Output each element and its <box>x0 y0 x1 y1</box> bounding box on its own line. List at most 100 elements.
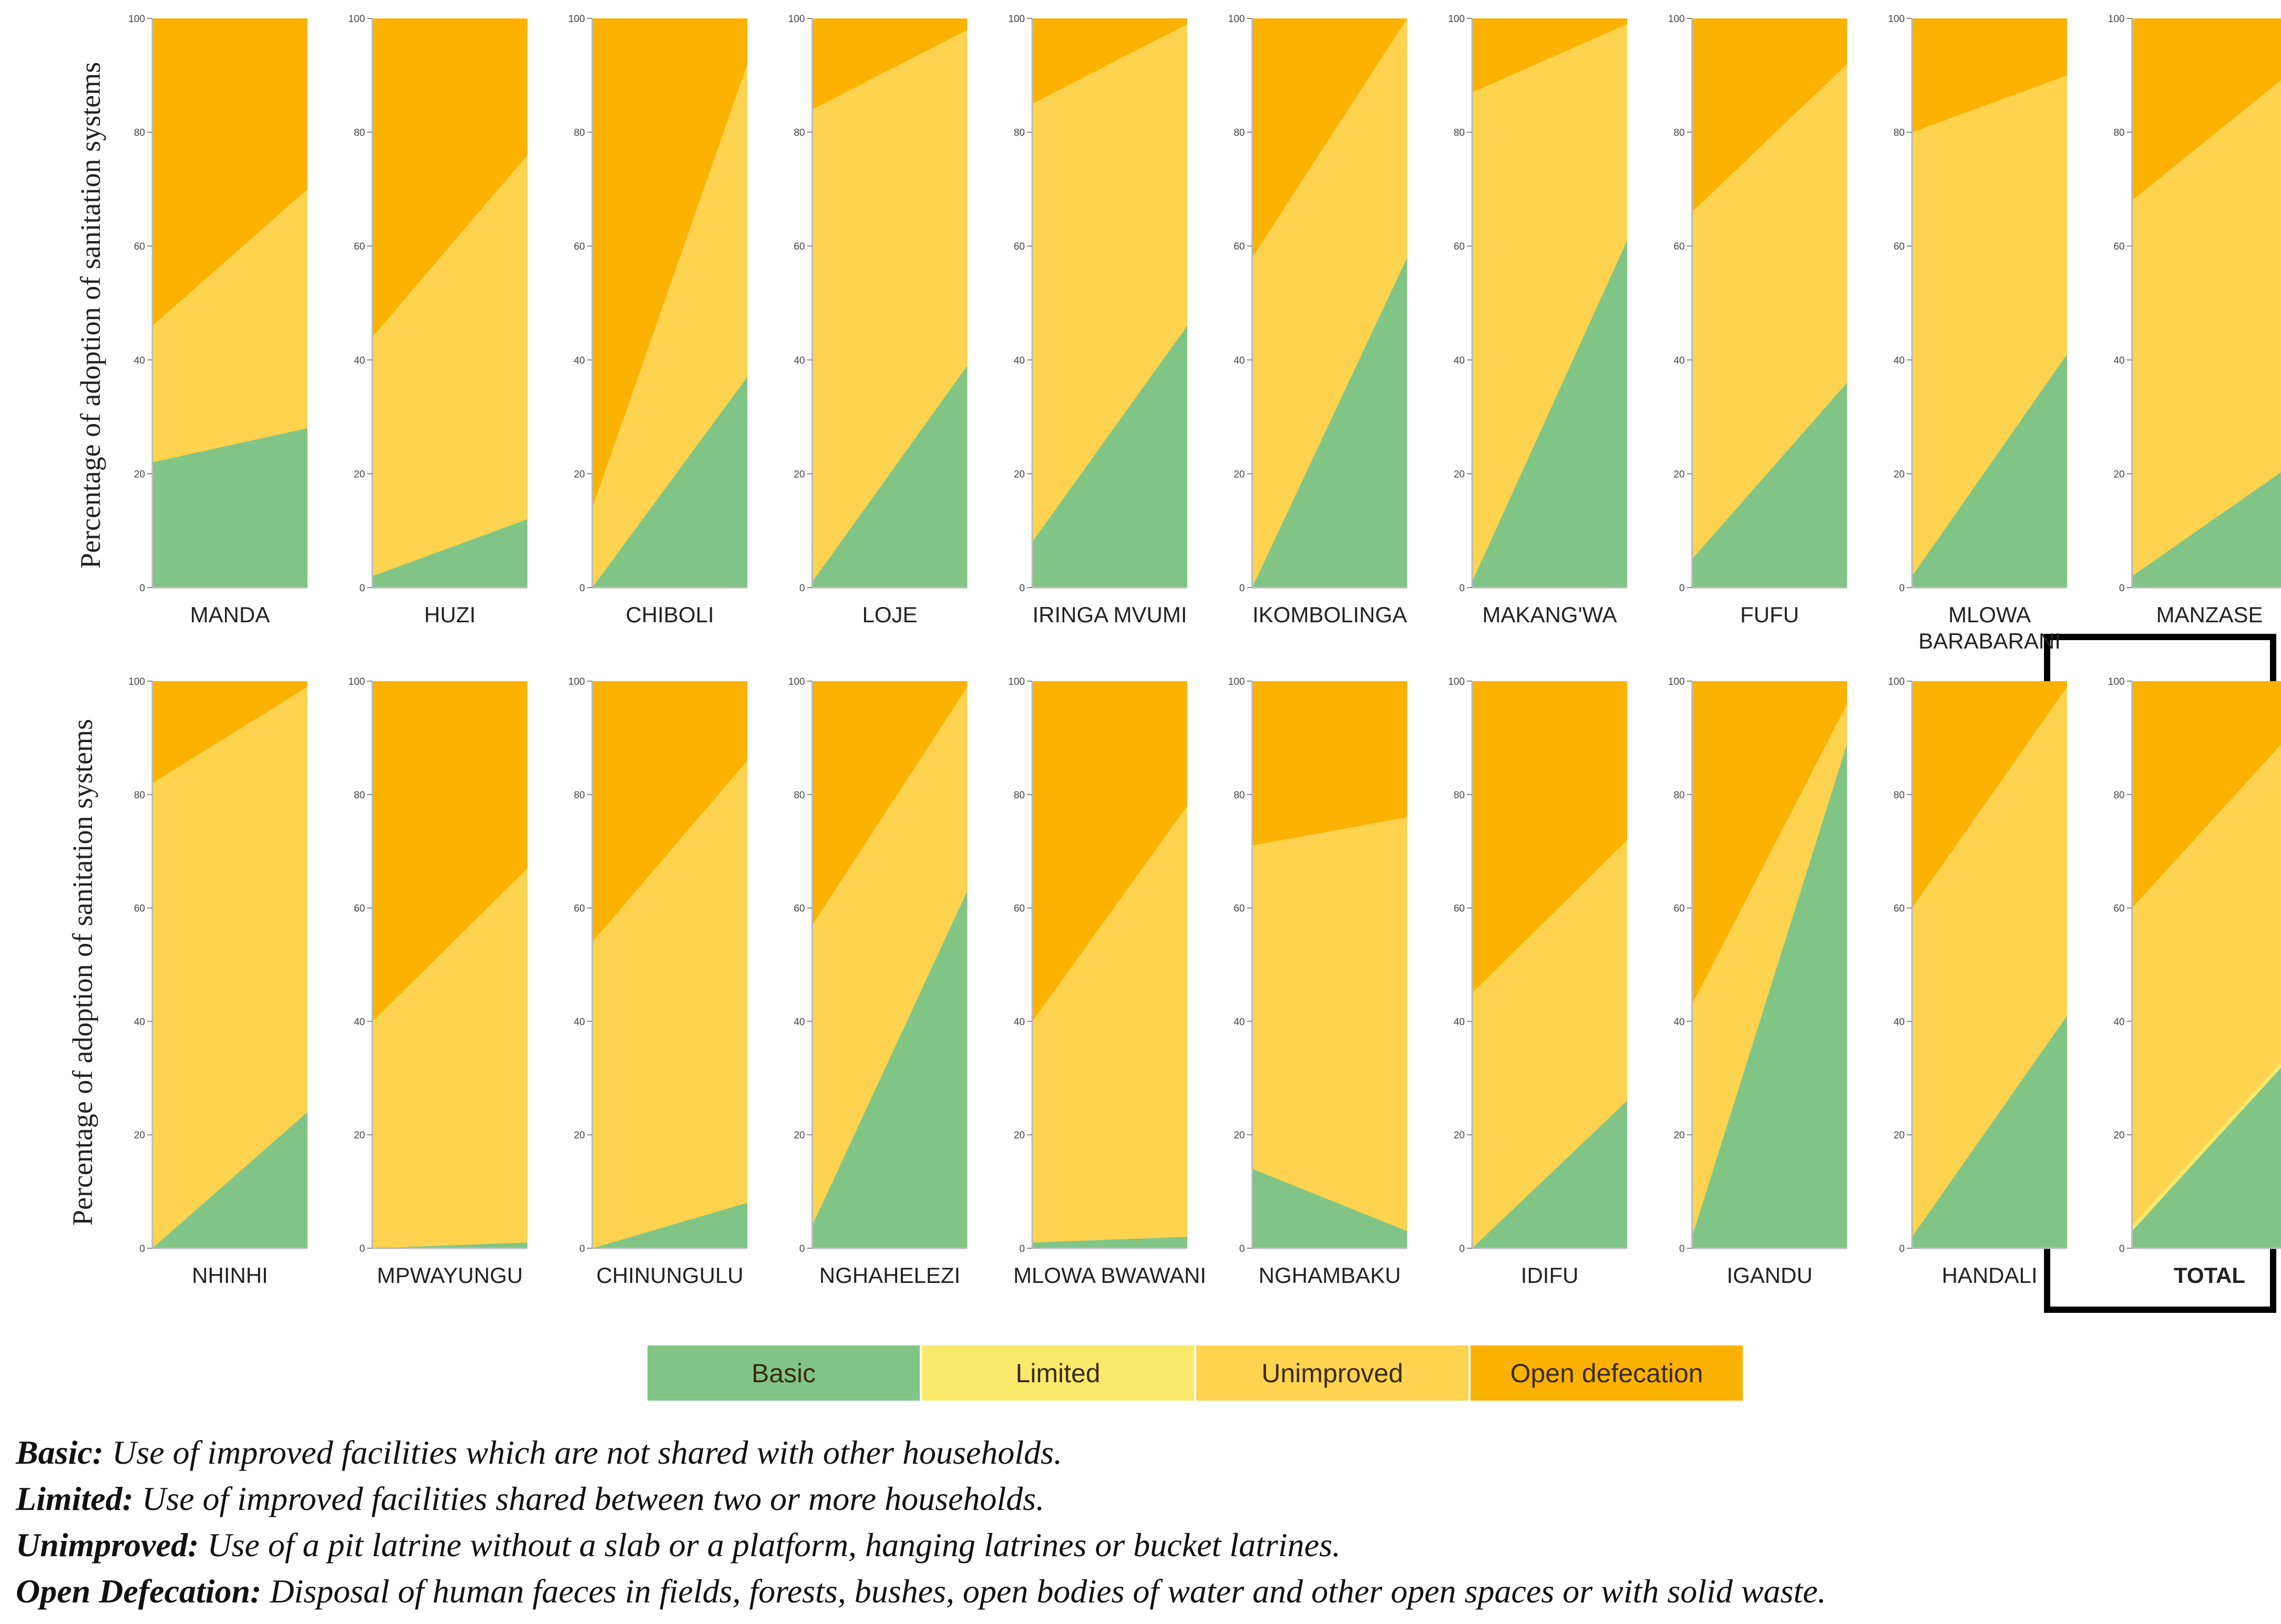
panel-label: MANDA <box>190 602 270 627</box>
y-tick-label: 0 <box>1239 583 1245 594</box>
y-tick-label: 20 <box>134 1130 145 1141</box>
y-tick-label: 100 <box>2108 676 2125 687</box>
definition-text: Use of a pit latrine without a slab or a… <box>199 1526 1341 1564</box>
panel: 0 20 40 60 80 100 TOTAL <box>2108 676 2281 1288</box>
area-basic <box>1472 1101 1627 1248</box>
definition-term: Limited: <box>16 1480 133 1517</box>
area-unimproved <box>1252 817 1407 1248</box>
y-tick-label: 100 <box>1228 14 1245 25</box>
y-axis-label-row-1: Percentage of adoption of sanitation sys… <box>75 62 106 569</box>
area-unimproved <box>2132 80 2281 588</box>
panel: 0 20 40 60 80 100 MANDA <box>128 14 307 627</box>
panel-label: NGHAHELEZI <box>819 1263 960 1288</box>
y-tick-label: 20 <box>354 469 365 480</box>
y-tick-label: 0 <box>1679 583 1685 594</box>
y-tick-label: 100 <box>348 14 365 25</box>
y-tick-label: 20 <box>1673 1130 1684 1141</box>
definition-open-defecation: Open Defecation: Disposal of human faece… <box>16 1568 2265 1615</box>
y-tick-label: 60 <box>1894 241 1905 252</box>
y-tick-label: 40 <box>1234 355 1245 366</box>
panel-label: MAKANG'WA <box>1482 602 1617 627</box>
y-tick-label: 40 <box>354 355 365 366</box>
y-tick-label: 40 <box>1234 1016 1245 1027</box>
area-basic <box>1252 1168 1407 1248</box>
y-tick-label: 60 <box>134 241 145 252</box>
panel: 0 20 40 60 80 100 MANZASE <box>2108 14 2281 627</box>
panels-group: 0 20 40 60 80 100 MANDA 0 20 40 60 80 100 HUZI 0 20 40 60… <box>128 14 2281 1288</box>
y-tick-label: 0 <box>359 583 365 594</box>
panel-label: MLOWA BWAWANI <box>1013 1263 1206 1288</box>
y-tick-label: 20 <box>1454 469 1465 480</box>
y-tick-label: 20 <box>1894 1130 1905 1141</box>
panel-label: HUZI <box>424 602 476 627</box>
y-tick-label: 20 <box>794 1130 805 1141</box>
y-tick-label: 80 <box>574 790 585 801</box>
panel: 0 20 40 60 80 100 HANDALI <box>1888 676 2067 1288</box>
y-tick-label: 40 <box>134 355 145 366</box>
y-tick-label: 100 <box>1008 14 1025 25</box>
definition-limited: Limited: Use of improved facilities shar… <box>16 1476 2265 1522</box>
y-axis-label-row-2: Percentage of adoption of sanitation sys… <box>67 719 98 1226</box>
y-tick-label: 20 <box>1673 469 1684 480</box>
y-tick-label: 80 <box>1673 128 1684 139</box>
y-tick-label: 40 <box>1894 1016 1905 1027</box>
panel: 0 20 40 60 80 100 IGANDU <box>1668 676 1847 1288</box>
area-basic <box>1252 257 1407 588</box>
y-tick-label: 60 <box>1014 241 1025 252</box>
panel-label: IDIFU <box>1521 1263 1579 1288</box>
y-tick-label: 40 <box>1454 1016 1465 1027</box>
y-tick-label: 60 <box>2113 241 2124 252</box>
y-tick-label: 80 <box>794 128 805 139</box>
definition-text: Use of improved facilities shared betwee… <box>133 1480 1045 1517</box>
definition-term: Open Defecation: <box>16 1572 262 1610</box>
y-tick-label: 20 <box>1234 469 1245 480</box>
y-tick-label: 100 <box>128 14 145 25</box>
y-tick-label: 40 <box>1014 1016 1025 1027</box>
y-tick-label: 60 <box>1894 903 1905 914</box>
area-unimproved <box>372 868 528 1248</box>
y-tick-label: 0 <box>1019 583 1025 594</box>
y-tick-label: 20 <box>794 469 805 480</box>
y-tick-label: 0 <box>139 1243 145 1255</box>
y-tick-label: 100 <box>1668 676 1685 687</box>
panel: 0 20 40 60 80 100 NGHAHELEZI <box>788 676 968 1288</box>
y-tick-label: 40 <box>1673 355 1684 366</box>
y-tick-label: 80 <box>1454 128 1465 139</box>
y-tick-label: 40 <box>794 355 805 366</box>
y-tick-label: 0 <box>359 1243 365 1255</box>
definitions: Basic: Use of improved facilities which … <box>16 1430 2265 1615</box>
y-tick-label: 20 <box>2113 1130 2124 1141</box>
area-basic <box>2132 472 2281 588</box>
panel-label: MLOWA <box>1948 602 2031 627</box>
y-tick-label: 80 <box>134 128 145 139</box>
y-tick-label: 0 <box>1459 583 1465 594</box>
y-tick-label: 60 <box>1014 903 1025 914</box>
area-basic <box>372 519 528 588</box>
panel-label: CHINUNGULU <box>596 1263 743 1288</box>
y-tick-label: 100 <box>1668 14 1685 25</box>
area-basic <box>592 1202 747 1248</box>
y-tick-label: 20 <box>1454 1130 1465 1141</box>
y-tick-label: 20 <box>1014 469 1025 480</box>
area-basic <box>1692 383 1847 588</box>
y-tick-label: 40 <box>794 1016 805 1027</box>
panel: 0 20 40 60 80 100 MPWAYUNGU <box>348 676 528 1288</box>
y-tick-label: 0 <box>1899 1243 1905 1255</box>
y-tick-label: 100 <box>788 676 805 687</box>
y-tick-label: 20 <box>574 469 585 480</box>
panel: 0 20 40 60 80 100 NGHAMBAKU <box>1228 676 1407 1288</box>
area-unimproved <box>592 760 747 1248</box>
panel-label: BARABARANI <box>1918 629 2061 653</box>
y-tick-label: 60 <box>1673 903 1684 914</box>
y-tick-label: 100 <box>128 676 145 687</box>
panel-label: CHIBOLI <box>625 602 714 627</box>
y-tick-label: 80 <box>794 790 805 801</box>
y-tick-label: 100 <box>1448 14 1465 25</box>
y-tick-label: 80 <box>1894 128 1905 139</box>
y-tick-label: 20 <box>2113 469 2124 480</box>
y-tick-label: 0 <box>1899 583 1905 594</box>
legend-open-defecation: Open defecation <box>1471 1345 1745 1401</box>
legend-unimproved: Unimproved <box>1196 1345 1471 1401</box>
legend: Basic Limited Unimproved Open defecation <box>648 1345 1745 1401</box>
